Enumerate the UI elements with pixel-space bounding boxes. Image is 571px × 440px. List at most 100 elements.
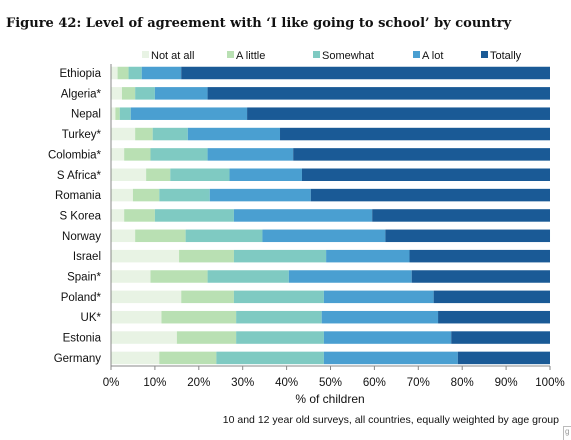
footnote: 10 and 12 year old surveys, all countrie… [222,414,559,426]
y-axis-labels: Ethiopia Algeria* Nepal Turkey* Colombia* S A… [48,68,102,365]
bar-colombia-totally [293,148,550,161]
bar-spain-somewhat [207,270,289,283]
bar-germany-totally [457,351,550,365]
bar-turkey-somewhat [152,127,188,141]
bar-romania-a-lot [209,188,311,202]
x-tick-label: 70% [407,377,430,389]
bar-israel-a-little [179,249,234,263]
bar-norway-somewhat [185,229,263,243]
bar-germany-a-lot [323,351,458,365]
x-tick-label: 50% [319,377,342,389]
bar-turkey-a-lot [187,127,281,141]
bar-estonia-somewhat [236,331,324,344]
bar-colombia-somewhat [150,148,208,161]
y-tick-label: S Africa* [57,170,102,182]
x-axis: 0% 10% 20% 30% 40% 50% 60% 70% 80% 90% 100% [103,64,565,389]
bar-nepal-totally [247,107,550,120]
bar-estonia-a-little [176,331,237,344]
bar-norway-a-little [135,229,186,243]
bar-romania-totally [310,188,550,202]
legend-label-a-lot: A lot [422,50,443,62]
legend-label-not-at-all: Not at all [151,50,194,62]
bar-turkey-a-little [135,127,153,141]
y-tick-label: UK* [81,312,102,324]
x-tick-label: 100% [535,377,564,389]
bar-norway-a-lot [262,229,386,243]
legend-swatch-totally [481,51,488,58]
y-tick-label: Poland* [61,292,102,304]
y-tick-label: Colombia* [48,149,102,161]
bar-ethiopia-a-lot [141,66,182,80]
y-tick-label: Turkey* [62,129,102,141]
x-tick-label: 90% [495,377,518,389]
bar-poland-a-lot [323,290,434,304]
legend-label-somewhat: Somewhat [322,50,374,62]
bar-ethiopia-somewhat [128,66,142,80]
y-tick-label: Spain* [67,272,101,284]
bar-israel-somewhat [233,249,327,263]
legend-swatch-a-lot [413,51,420,58]
bar-turkey-totally [280,127,550,141]
bar-norway-not-at-all [111,229,136,243]
bar-algeria-not-at-all [111,87,122,100]
x-tick-label: 30% [231,377,254,389]
bar-israel-not-at-all [111,249,180,263]
bar-uk-somewhat [236,310,322,324]
bar-spain-a-little [150,270,208,283]
bar-germany-not-at-all [111,351,160,365]
bar-germany-somewhat [216,351,324,365]
y-tick-label: Estonia [63,333,102,345]
x-tick-label: 40% [275,377,298,389]
bar-nepal-a-lot [130,107,248,120]
bar-nepal-somewhat [119,107,131,120]
bar-spain-totally [411,270,550,283]
y-tick-label: Algeria* [61,88,102,100]
bar-estonia-a-lot [323,331,452,344]
bar-uk-a-lot [321,310,439,324]
bar-poland-not-at-all [111,290,182,304]
x-tick-label: 80% [451,377,474,389]
y-tick-label: Romania [55,190,102,202]
plot-area [111,66,551,365]
bar-nepal-a-little [115,107,120,120]
bar-s-africa-not-at-all [111,168,147,181]
bar-romania-not-at-all [111,188,133,202]
bar-algeria-a-little [121,87,136,100]
legend-swatch-a-little [227,51,234,58]
bar-s-africa-a-little [146,168,171,181]
bar-s-korea-totally [372,209,550,222]
x-tick-label: 20% [187,377,210,389]
bar-s-korea-a-lot [233,209,373,222]
bar-s-africa-totally [301,168,550,181]
bar-s-africa-somewhat [170,168,230,181]
legend-swatch-somewhat [313,51,320,58]
bar-algeria-a-lot [154,87,208,100]
bar-uk-a-little [161,310,237,324]
bar-uk-totally [438,310,550,324]
bar-spain-not-at-all [111,270,151,283]
bar-estonia-totally [451,331,550,344]
bar-turkey-not-at-all [111,127,136,141]
chart-legend: Not at all A little Somewhat A lot Totally [142,50,522,62]
bar-israel-a-lot [326,249,410,263]
y-tick-label: Germany [54,353,102,365]
x-axis-title: % of children [295,392,364,406]
bar-s-korea-somewhat [154,209,234,222]
legend-swatch-not-at-all [142,51,149,58]
figure-title: Figure 42: Level of agreement with ‘I li… [6,16,512,31]
bar-poland-somewhat [233,290,324,304]
bar-israel-totally [409,249,550,263]
bar-s-korea-a-little [124,209,155,222]
y-tick-label: Ethiopia [59,68,101,80]
y-tick-label: S Korea [59,210,101,222]
bar-poland-a-little [181,290,234,304]
bar-romania-somewhat [159,188,210,202]
bar-algeria-totally [207,87,550,100]
x-tick-label: 0% [103,377,120,389]
bar-ethiopia-a-little [117,66,129,80]
bar-ethiopia-totally [181,66,551,80]
bar-germany-a-little [159,351,217,365]
y-tick-label: Norway [62,231,101,243]
bar-s-africa-a-lot [229,168,302,181]
